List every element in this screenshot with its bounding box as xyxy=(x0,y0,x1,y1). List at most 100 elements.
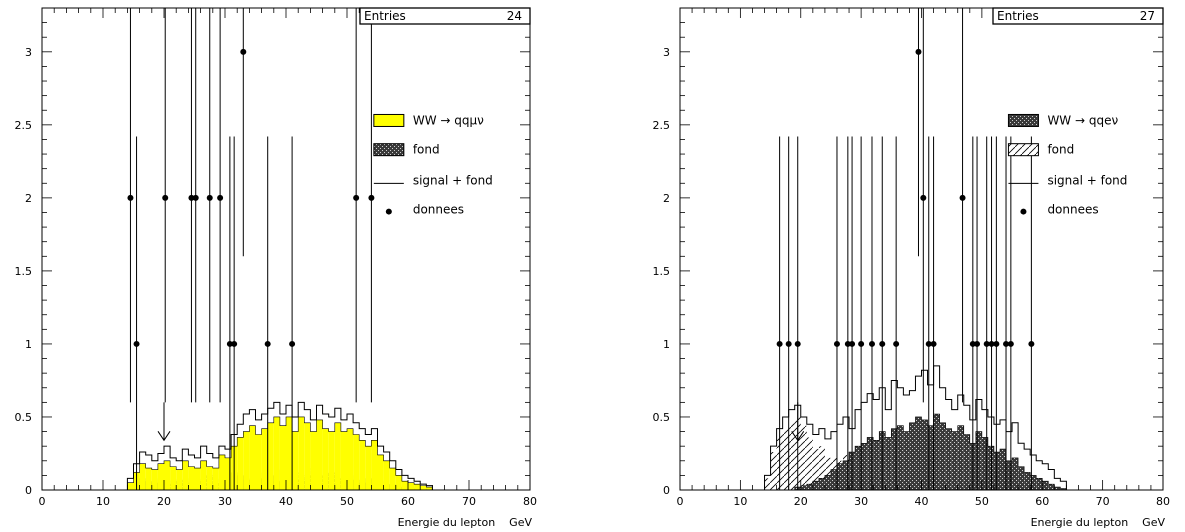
legend-key-signal xyxy=(1007,113,1039,127)
x-tick-label: 50 xyxy=(975,495,989,508)
data-point xyxy=(188,194,195,201)
data-point xyxy=(785,340,792,347)
total-step-line xyxy=(126,401,433,490)
legend-key-data xyxy=(1020,208,1027,215)
data-point xyxy=(983,340,990,347)
signal-bar xyxy=(261,428,268,490)
signal-bar xyxy=(915,416,922,490)
signal-bar xyxy=(286,416,293,490)
legend-label-total: signal + fond xyxy=(1047,173,1127,187)
legend-label-signal: WW → qqeν xyxy=(1047,113,1118,127)
signal-bar xyxy=(347,428,354,490)
legend-label-background: fond xyxy=(413,143,440,157)
signal-bar xyxy=(170,466,177,490)
legend-key-data xyxy=(385,208,392,215)
signal-bar xyxy=(939,422,946,490)
stacked-histogram xyxy=(764,365,1067,491)
data-points xyxy=(776,8,1035,490)
signal-bar xyxy=(909,422,916,490)
signal-bar xyxy=(267,422,274,490)
y-tick-label: 0.5 xyxy=(653,411,671,424)
signal-bar xyxy=(818,478,825,490)
legend-label-signal: WW → qqμν xyxy=(413,113,484,127)
signal-bar xyxy=(334,422,341,490)
x-axis-label: Energie du lepton GeV xyxy=(1031,516,1166,529)
signal-bar xyxy=(188,466,195,490)
data-point xyxy=(833,340,840,347)
signal-bar xyxy=(414,484,421,490)
data-point xyxy=(206,194,213,201)
legend-key-background xyxy=(1007,143,1039,157)
signal-bar xyxy=(836,463,844,490)
background-bar xyxy=(806,437,813,490)
data-point xyxy=(162,194,169,201)
data-point xyxy=(969,340,976,347)
stats-box: Entries 24 xyxy=(359,7,531,25)
histogram-panel-muon: 00.511.522.530 10 20 30 40 50 60 70 80 Entries 2… xyxy=(15,7,537,529)
signal-bar xyxy=(981,437,988,490)
signal-bar xyxy=(176,469,183,490)
background-bar xyxy=(782,428,789,490)
data-point xyxy=(776,340,783,347)
signal-bar xyxy=(200,460,207,490)
y-tick-label: 1 xyxy=(25,338,32,351)
signal-bar xyxy=(1012,457,1019,490)
data-point xyxy=(858,340,865,347)
signal-bar xyxy=(157,463,164,490)
signal-bar xyxy=(1024,472,1031,490)
signal-bar xyxy=(1042,481,1049,490)
data-point xyxy=(133,340,140,347)
signal-bar xyxy=(292,431,299,490)
signal-bar xyxy=(873,440,880,490)
x-tick-label: 0 xyxy=(39,495,46,508)
background-bar xyxy=(812,449,819,490)
signal-bar xyxy=(316,419,323,490)
y-tick-label: 1.5 xyxy=(653,265,671,278)
data-point xyxy=(264,340,271,347)
signal-bar xyxy=(255,434,262,490)
legend-label-data: donnees xyxy=(1047,203,1098,217)
signal-bar xyxy=(824,475,831,490)
x-tick-label: 20 xyxy=(794,495,808,508)
data-point xyxy=(915,48,922,55)
stats-label: Entries xyxy=(997,9,1039,23)
signal-bar xyxy=(855,446,862,490)
signal-bar xyxy=(237,437,244,490)
signal-bar xyxy=(243,431,250,490)
x-tick-label: 30 xyxy=(218,495,232,508)
x-tick-label: 40 xyxy=(279,495,293,508)
signal-bar xyxy=(843,460,850,490)
y-tick-label: 0 xyxy=(663,484,670,497)
y-tick-label: 2.5 xyxy=(15,119,33,132)
background-bar xyxy=(824,457,831,490)
x-tick-label: 0 xyxy=(677,495,684,508)
signal-bar xyxy=(999,449,1007,490)
signal-bar xyxy=(395,475,402,490)
background-bar xyxy=(764,478,771,490)
signal-bar xyxy=(830,469,837,490)
signal-bar xyxy=(897,425,904,490)
legend: WW → qqμν fond signal + fond donnees xyxy=(373,113,493,217)
signal-outline xyxy=(127,416,433,490)
data-point xyxy=(1028,340,1035,347)
y-tick-label: 0.5 xyxy=(15,411,33,424)
data-point xyxy=(988,340,995,347)
data-point xyxy=(849,340,856,347)
y-tick-label: 2.5 xyxy=(653,119,671,132)
data-point xyxy=(868,340,875,347)
signal-bar xyxy=(340,431,347,490)
legend-key-background xyxy=(373,143,405,157)
signal-bar xyxy=(867,437,874,490)
data-point xyxy=(974,340,981,347)
signal-bar xyxy=(885,437,892,490)
signal-bar xyxy=(377,454,384,490)
data-point xyxy=(879,340,886,347)
background-bar xyxy=(818,446,825,490)
signal-bar xyxy=(182,460,189,490)
background-bar xyxy=(800,425,807,490)
signal-bar xyxy=(151,469,158,490)
x-tick-label: 10 xyxy=(733,495,747,508)
data-point xyxy=(1007,340,1014,347)
signal-bar xyxy=(945,428,952,490)
